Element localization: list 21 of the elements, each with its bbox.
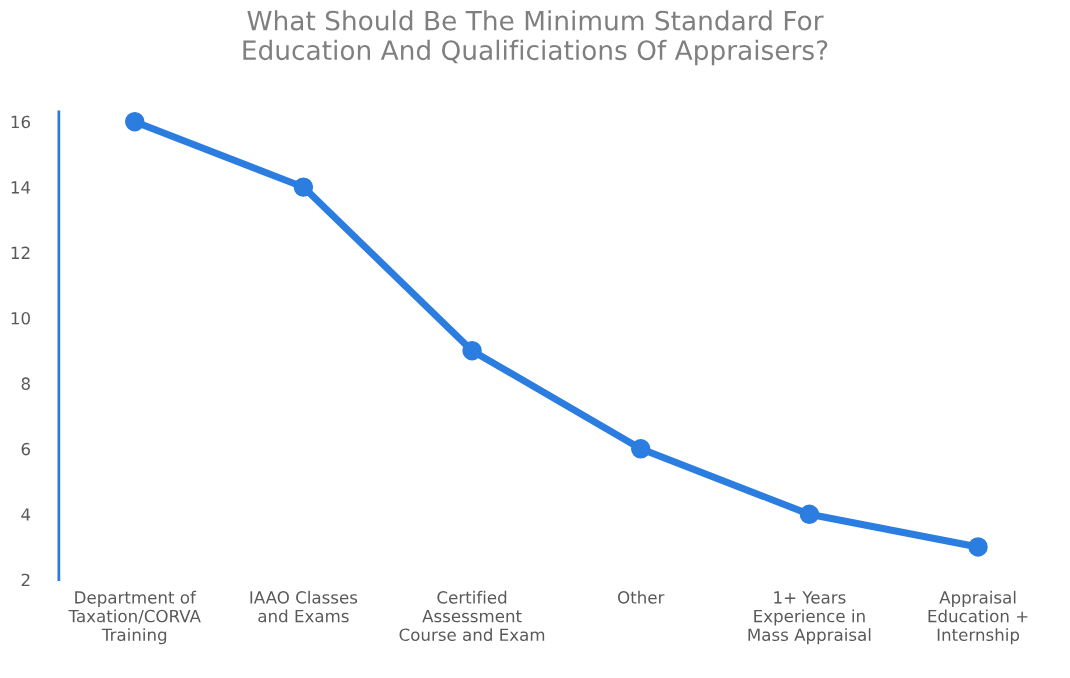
y-tick-label: 2 [21,573,30,587]
point [631,439,651,459]
y-tick-label: 4 [21,508,31,521]
y-tick-label: 8 [21,377,30,390]
x-tick-label: Certified Assessment Course and Exam [399,590,545,642]
y-tick-label: 6 [21,442,31,456]
y-tick-label: 16 [11,115,31,129]
x-tick-label: Other [618,590,665,604]
point [799,504,820,524]
point [125,111,145,132]
point [968,537,988,557]
x-tick-label: Department of Taxation/CORVA Training [68,590,201,645]
point [293,177,314,197]
y-tick-label: 12 [11,246,30,259]
point [462,340,482,361]
y-tick-label: 10 [11,311,30,325]
y-tick-label: 14 [11,181,31,194]
x-tick-label: 1+ Years Experience in Mass Appraisal [748,591,871,645]
chart-title: What Should Be The Minimum Standard For Education And Qualificiations Of Appraisers? [243,10,828,66]
x-tick-label: Appraisal Education + Internship [928,590,1028,645]
x-tick-label: IAAO Classes and Exams [250,590,358,623]
